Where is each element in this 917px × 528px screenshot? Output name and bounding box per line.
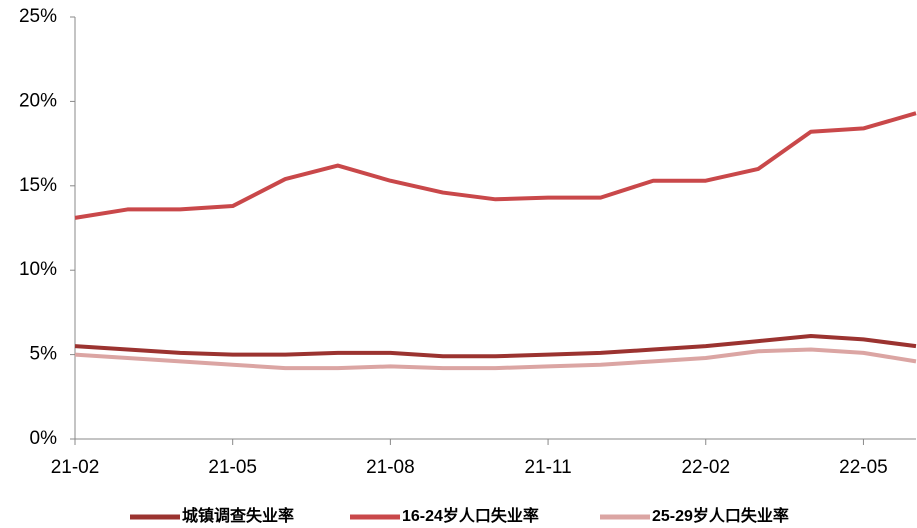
- legend-label: 25-29岁人口失业率: [652, 506, 789, 525]
- x-tick-label: 21-11: [524, 457, 571, 478]
- legend-label: 16-24岁人口失业率: [402, 506, 539, 525]
- legend-label: 城镇调查失业率: [182, 506, 294, 525]
- y-tick-label: 10%: [19, 259, 57, 280]
- y-tick-label: 0%: [30, 428, 58, 449]
- series-line: [74, 334, 917, 359]
- x-tick-label: 21-08: [366, 457, 415, 478]
- y-tick-label: 5%: [30, 344, 58, 365]
- y-tick-label: 25%: [19, 6, 57, 27]
- series-line: [74, 111, 917, 220]
- x-tick-label: 21-05: [208, 457, 257, 478]
- y-tick-label: 20%: [19, 90, 57, 111]
- series-line: [74, 347, 917, 371]
- x-tick-label: 22-02: [681, 457, 730, 478]
- x-tick-label: 22-05: [839, 457, 888, 478]
- x-tick-label: 21-02: [51, 457, 100, 478]
- y-tick-label: 15%: [19, 175, 57, 196]
